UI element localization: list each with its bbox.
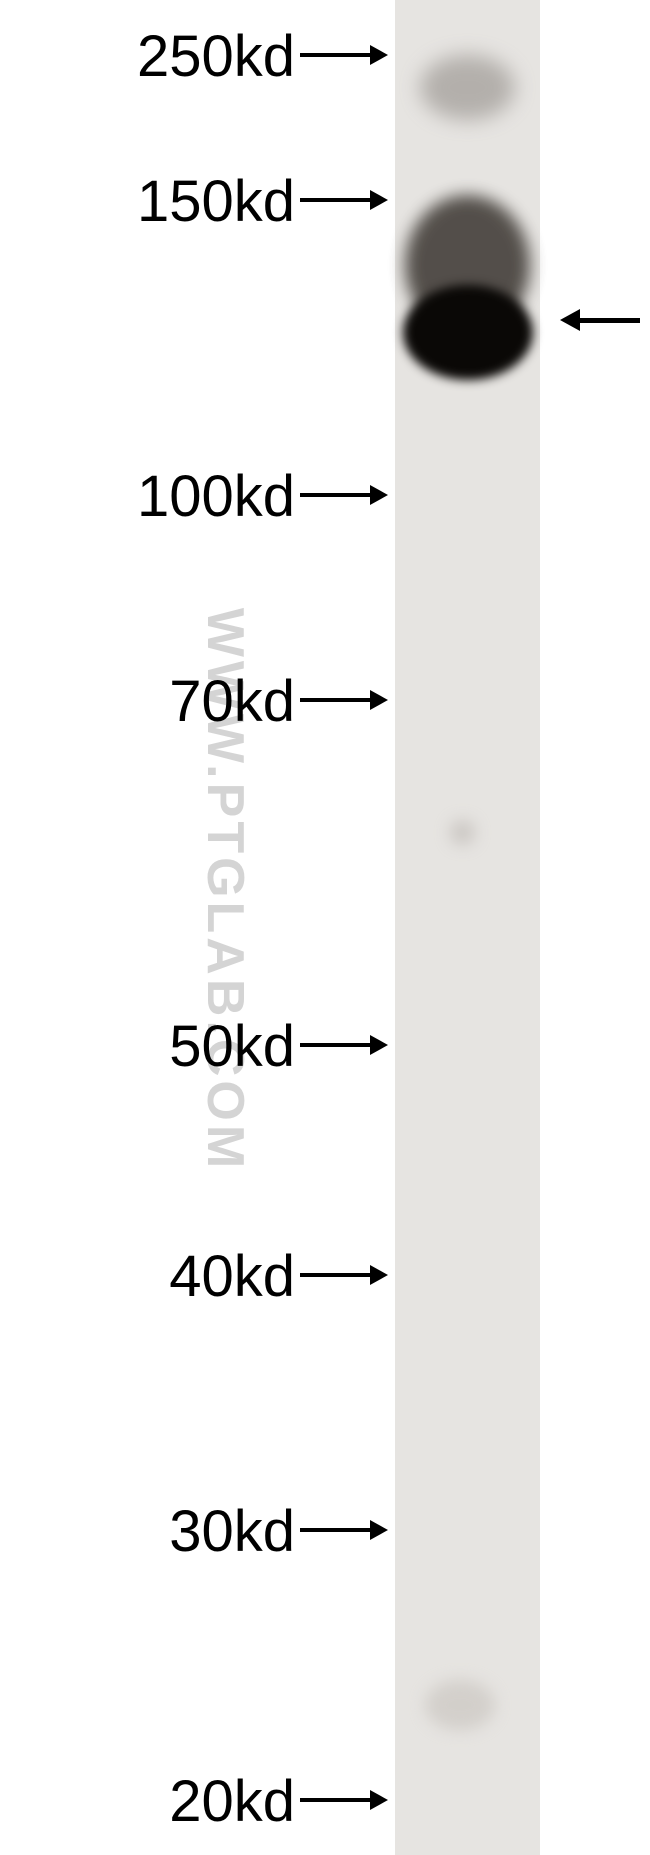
mw-marker-arrow xyxy=(300,485,388,505)
mw-marker-arrow xyxy=(300,1035,388,1055)
arrow-line xyxy=(300,1273,370,1277)
mw-marker-label: 50kd xyxy=(169,1013,295,1080)
mw-marker-label: 40kd xyxy=(169,1243,295,1310)
arrow-head xyxy=(370,1790,388,1810)
arrow-head xyxy=(370,190,388,210)
band-arrow-head xyxy=(560,309,580,331)
mw-marker-arrow xyxy=(300,690,388,710)
arrow-line xyxy=(300,1528,370,1532)
arrow-line xyxy=(300,53,370,57)
arrow-head xyxy=(370,690,388,710)
blot-container: WWW.PTGLAB.COM 250kd 150kd 100kd 70kd 50kd 40… xyxy=(0,0,650,1855)
mw-marker-label: 100kd xyxy=(137,463,295,530)
arrow-line xyxy=(300,698,370,702)
band-indicator-arrow xyxy=(560,309,640,331)
band-arrow-line xyxy=(580,318,640,323)
protein-band xyxy=(420,55,515,120)
arrow-line xyxy=(300,1043,370,1047)
mw-marker-arrow xyxy=(300,1520,388,1540)
mw-marker-arrow xyxy=(300,45,388,65)
protein-band xyxy=(403,285,533,380)
lane-smudge xyxy=(450,820,475,845)
arrow-head xyxy=(370,485,388,505)
arrow-head xyxy=(370,1520,388,1540)
arrow-line xyxy=(300,493,370,497)
arrow-head xyxy=(370,45,388,65)
watermark-text: WWW.PTGLAB.COM xyxy=(195,420,255,1360)
mw-marker-label: 150kd xyxy=(137,168,295,235)
mw-marker-arrow xyxy=(300,190,388,210)
arrow-head xyxy=(370,1035,388,1055)
mw-marker-label: 20kd xyxy=(169,1768,295,1835)
arrow-line xyxy=(300,198,370,202)
mw-marker-label: 30kd xyxy=(169,1498,295,1565)
arrow-line xyxy=(300,1798,370,1802)
arrow-head xyxy=(370,1265,388,1285)
mw-marker-label: 250kd xyxy=(137,23,295,90)
mw-marker-arrow xyxy=(300,1790,388,1810)
mw-marker-arrow xyxy=(300,1265,388,1285)
lane-smudge xyxy=(425,1680,495,1730)
mw-marker-label: 70kd xyxy=(169,668,295,735)
